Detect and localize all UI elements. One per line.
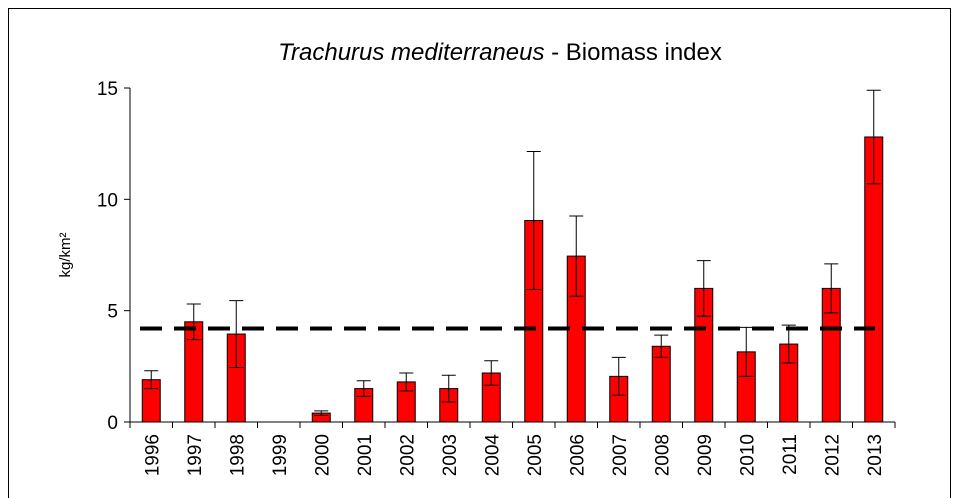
x-tick-label: 2004 <box>482 434 503 477</box>
x-tick-label: 2011 <box>780 434 801 475</box>
error-bar <box>229 300 244 368</box>
y-tick-label: 0 <box>107 413 118 434</box>
error-bar <box>654 334 669 358</box>
chart-frame <box>8 8 951 498</box>
error-bar <box>441 374 456 403</box>
error-bar <box>526 150 541 291</box>
y-tick-label: 10 <box>97 190 118 211</box>
error-bar <box>186 303 201 341</box>
y-tick-label: 15 <box>97 79 118 100</box>
x-tick-label: 1996 <box>142 434 163 476</box>
error-bar <box>696 260 711 317</box>
error-bar <box>866 89 881 185</box>
x-tick-label: 2001 <box>355 434 376 476</box>
error-bar <box>144 370 159 390</box>
x-tick-label: 2010 <box>737 434 758 476</box>
x-tick-label: 2002 <box>397 434 418 476</box>
error-bar <box>399 372 414 392</box>
x-tick-label: 1999 <box>270 434 291 476</box>
x-tick-label: 2012 <box>822 434 843 476</box>
x-tick-label: 2003 <box>440 434 461 476</box>
x-tick-label: 2000 <box>312 434 333 476</box>
error-bar <box>739 326 754 377</box>
error-bar <box>824 263 839 314</box>
y-tick-label: 5 <box>107 302 118 323</box>
title-species: Trachurus mediterraneus <box>278 39 544 66</box>
error-bar <box>356 380 371 397</box>
y-axis-label: kg/km² <box>57 232 74 277</box>
x-tick-label: 2013 <box>865 434 886 476</box>
x-tick-label: 1997 <box>185 434 206 476</box>
error-bar <box>611 356 626 396</box>
title-suffix: - Biomass index <box>544 39 721 66</box>
x-tick-label: 2009 <box>695 434 716 476</box>
chart-title: Trachurus mediterraneus - Biomass index <box>278 39 722 66</box>
x-tick-label: 2007 <box>610 434 631 476</box>
error-bar <box>569 215 584 297</box>
x-tick-label: 2005 <box>525 434 546 476</box>
error-bar <box>781 324 796 364</box>
error-bar <box>314 410 329 416</box>
x-tick-label: 1998 <box>227 434 248 476</box>
x-tick-label: 2006 <box>567 434 588 476</box>
error-bar <box>484 360 499 386</box>
x-tick-label: 2008 <box>652 434 673 476</box>
